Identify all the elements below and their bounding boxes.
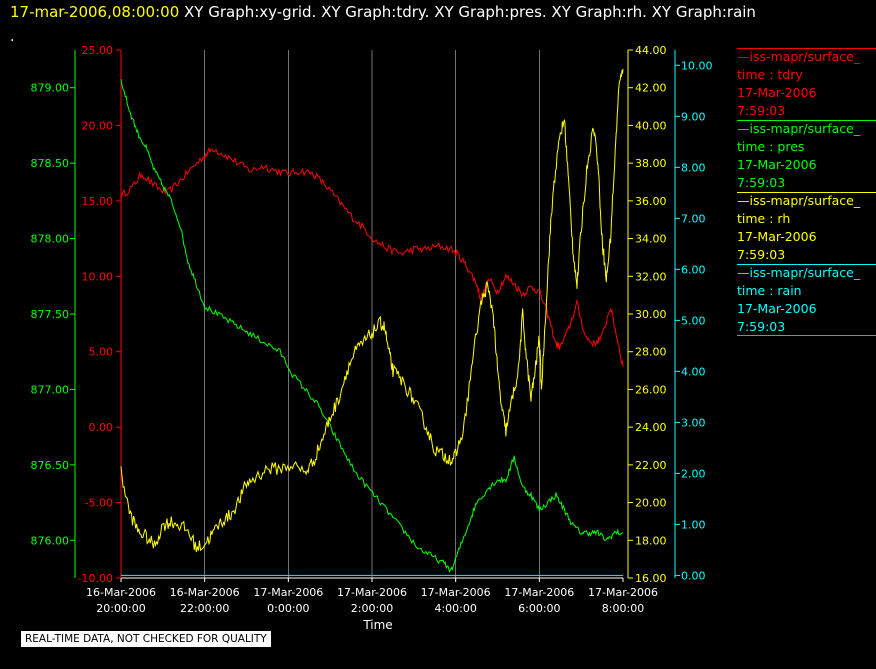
rain-tick-label: 9.00 — [681, 110, 706, 123]
legend-separator — [737, 48, 876, 49]
rh-tick-label: 20.00 — [635, 497, 667, 510]
x-tick-label-date: 17-Mar-2006 — [504, 586, 574, 599]
tdry-tick-label: 25.00 — [82, 44, 114, 57]
tdry-tick-label: 0.00 — [89, 421, 114, 434]
pres-tick-label: 878.00 — [31, 233, 70, 246]
rh-tick-label: 34.00 — [635, 233, 667, 246]
legend-line: —iss-mapr/surface_ — [737, 193, 861, 208]
legend-line: —iss-mapr/surface_ — [737, 121, 861, 136]
rh-tick-label: 18.00 — [635, 534, 667, 547]
x-tick-label-date: 17-Mar-2006 — [253, 586, 323, 599]
pres-tick-label: 876.00 — [31, 534, 70, 547]
tdry-tick-label: 20.00 — [82, 119, 114, 132]
rh-tick-label: 40.00 — [635, 119, 667, 132]
legend-var: time : tdry — [737, 67, 803, 82]
legend-date: 17-Mar-2006 — [737, 229, 817, 244]
rh-tick-label: 38.00 — [635, 157, 667, 170]
legend-separator — [737, 335, 876, 336]
x-tick-label-date: 17-Mar-2006 — [588, 586, 658, 599]
legend-time: 7:59:03 — [737, 103, 786, 118]
rh-tick-label: 24.00 — [635, 421, 667, 434]
rain-tick-label: 8.00 — [681, 161, 706, 174]
legend-separator — [737, 264, 876, 265]
tdry-tick-label: -5.00 — [85, 497, 113, 510]
rain-tick-label: 3.00 — [681, 416, 706, 429]
x-tick-label-time: 2:00:00 — [351, 602, 393, 615]
rh-tick-label: 36.00 — [635, 195, 667, 208]
legend-time: 7:59:03 — [737, 175, 786, 190]
x-tick-label-time: 6:00:00 — [518, 602, 560, 615]
legend-date: 17-Mar-2006 — [737, 301, 817, 316]
legend-entry: —iss-mapr/surface_time : pres 17-Mar-2006… — [737, 120, 876, 192]
rh-tick-label: 44.00 — [635, 44, 667, 57]
legend-entry: —iss-mapr/surface_time : tdry 17-Mar-2006… — [737, 48, 876, 120]
x-tick-label-date: 16-Mar-2006 — [170, 586, 240, 599]
pres-tick-label: 879.00 — [31, 82, 70, 95]
x-tick-label-date: 17-Mar-2006 — [421, 586, 491, 599]
pres-tick-label: 877.00 — [31, 383, 70, 396]
legend-var: time : pres — [737, 139, 805, 154]
x-tick-label-time: 22:00:00 — [180, 602, 229, 615]
legend-var: time : rh — [737, 211, 791, 226]
rain-tick-label: 2.00 — [681, 467, 706, 480]
graph-titles: XY Graph:xy-grid. XY Graph:tdry. XY Grap… — [179, 3, 756, 21]
rain-tick-label: 0.00 — [681, 569, 706, 582]
rain-tick-label: 4.00 — [681, 365, 706, 378]
legend-time: 7:59:03 — [737, 319, 786, 334]
legend-var: time : rain — [737, 283, 802, 298]
pres-tick-label: 877.50 — [31, 308, 70, 321]
tdry-tick-label: 5.00 — [89, 346, 114, 359]
x-axis-label: Time — [362, 618, 392, 632]
quality-notice: REAL-TIME DATA, NOT CHECKED FOR QUALITY — [21, 631, 271, 647]
header-marker: . — [10, 29, 15, 45]
rh-tick-label: 42.00 — [635, 82, 667, 95]
rain-tick-label: 5.00 — [681, 314, 706, 327]
rh-tick-label: 22.00 — [635, 459, 667, 472]
x-tick-label-date: 17-Mar-2006 — [337, 586, 407, 599]
legend-line: —iss-mapr/surface_ — [737, 49, 861, 64]
x-tick-label-time: 8:00:00 — [602, 602, 644, 615]
rh-tick-label: 28.00 — [635, 346, 667, 359]
rain-tick-label: 1.00 — [681, 518, 706, 531]
pres-tick-label: 876.50 — [31, 459, 70, 472]
rain-tick-label: 10.00 — [681, 59, 713, 72]
legend-line: —iss-mapr/surface_ — [737, 265, 861, 280]
x-tick-label-time: 20:00:00 — [96, 602, 145, 615]
rain-tick-label: 6.00 — [681, 263, 706, 276]
legend-entry: —iss-mapr/surface_time : rain 17-Mar-2006… — [737, 264, 876, 336]
rain-tick-label: 7.00 — [681, 212, 706, 225]
tdry-tick-label: -10.00 — [78, 572, 113, 585]
legend-separator — [737, 120, 876, 121]
rh-tick-label: 30.00 — [635, 308, 667, 321]
legend-time: 7:59:03 — [737, 247, 786, 262]
tdry-tick-label: 10.00 — [82, 270, 114, 283]
legend-date: 17-Mar-2006 — [737, 85, 817, 100]
legend-date: 17-Mar-2006 — [737, 157, 817, 172]
rh-tick-label: 16.00 — [635, 572, 667, 585]
x-tick-label-date: 16-Mar-2006 — [86, 586, 156, 599]
rh-series-line — [120, 68, 624, 553]
chart-header: 17-mar-2006,08:00:00 XY Graph:xy-grid. X… — [10, 3, 756, 21]
legend-entry: —iss-mapr/surface_time : rh 17-Mar-2006 7:… — [737, 192, 876, 264]
x-tick-label-time: 4:00:00 — [434, 602, 476, 615]
tdry-series-line — [120, 146, 624, 367]
legend-separator — [737, 192, 876, 193]
rh-tick-label: 32.00 — [635, 270, 667, 283]
pres-series-line — [120, 79, 624, 573]
pres-tick-label: 878.50 — [31, 157, 70, 170]
rh-tick-label: 26.00 — [635, 383, 667, 396]
x-tick-label-time: 0:00:00 — [267, 602, 309, 615]
timestamp-label: 17-mar-2006,08:00:00 — [10, 3, 180, 21]
tdry-tick-label: 15.00 — [82, 195, 114, 208]
